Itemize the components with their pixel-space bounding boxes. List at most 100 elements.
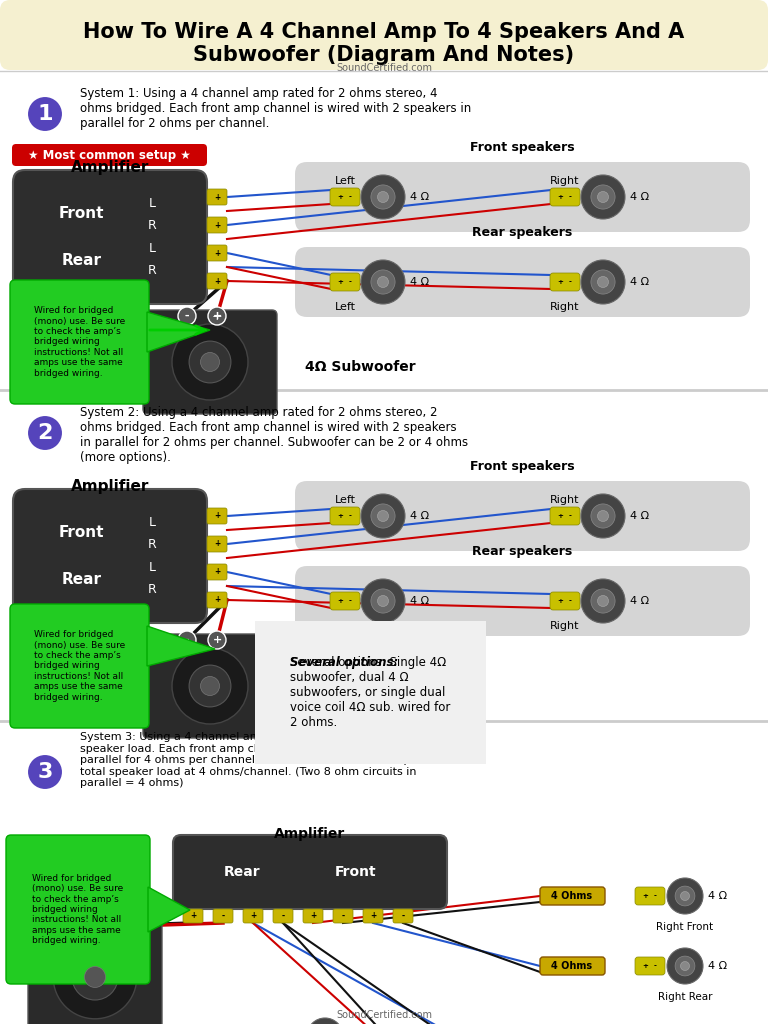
Circle shape [680, 892, 690, 900]
Text: Rear: Rear [61, 571, 101, 587]
Circle shape [371, 185, 395, 209]
Circle shape [581, 175, 625, 219]
Circle shape [84, 967, 105, 987]
Text: 4Ω Subwoofer: 4Ω Subwoofer [305, 360, 415, 374]
FancyBboxPatch shape [0, 722, 768, 1024]
Circle shape [591, 185, 615, 209]
Text: R: R [147, 219, 156, 232]
FancyBboxPatch shape [13, 489, 207, 623]
Circle shape [361, 260, 405, 304]
Text: Left: Left [335, 621, 356, 631]
Text: System 1: Using a 4 channel amp rated for 2 ohms stereo, 4
ohms bridged. Each fr: System 1: Using a 4 channel amp rated fo… [80, 87, 472, 130]
Text: +: + [214, 193, 220, 202]
Circle shape [581, 494, 625, 538]
Text: -: - [342, 911, 345, 921]
Text: +: + [214, 596, 220, 604]
Circle shape [27, 96, 63, 132]
Circle shape [200, 352, 220, 372]
Text: +: + [214, 540, 220, 549]
Text: 4 Ω: 4 Ω [630, 278, 649, 287]
FancyBboxPatch shape [207, 508, 227, 524]
Text: 4 Ω: 4 Ω [410, 278, 429, 287]
Circle shape [378, 511, 389, 521]
FancyBboxPatch shape [295, 162, 750, 232]
Text: +: + [250, 911, 256, 921]
FancyBboxPatch shape [303, 909, 323, 923]
Text: -: - [568, 513, 571, 519]
Text: +: + [557, 279, 563, 285]
Text: Front: Front [335, 865, 377, 879]
Circle shape [598, 511, 608, 521]
Circle shape [591, 504, 615, 528]
Text: +: + [337, 279, 343, 285]
FancyBboxPatch shape [143, 310, 277, 414]
Circle shape [591, 589, 615, 613]
Text: +: + [212, 309, 222, 323]
FancyBboxPatch shape [393, 909, 413, 923]
Text: 4 Ohms: 4 Ohms [551, 961, 593, 971]
Polygon shape [147, 626, 215, 666]
FancyBboxPatch shape [207, 245, 227, 261]
Text: 4 Ω: 4 Ω [630, 511, 649, 521]
Text: -: - [568, 279, 571, 285]
Text: -: - [68, 922, 72, 932]
Text: 3: 3 [38, 762, 53, 782]
Circle shape [361, 579, 405, 623]
Text: -: - [349, 279, 352, 285]
Text: R: R [147, 583, 156, 596]
Circle shape [667, 948, 703, 984]
Circle shape [675, 956, 695, 976]
Text: Right Front: Right Front [657, 922, 713, 932]
Text: -: - [349, 194, 352, 200]
Text: Amplifier: Amplifier [274, 827, 346, 841]
Circle shape [378, 596, 389, 606]
FancyBboxPatch shape [330, 592, 360, 610]
Circle shape [378, 191, 389, 203]
FancyBboxPatch shape [550, 592, 580, 610]
Text: +: + [214, 276, 220, 286]
Circle shape [371, 589, 395, 613]
Text: +: + [214, 249, 220, 257]
Text: 4 Ω: 4 Ω [630, 193, 649, 202]
Text: R: R [147, 263, 156, 276]
Text: -: - [184, 635, 190, 645]
Text: 4 Ω: 4 Ω [708, 891, 727, 901]
FancyBboxPatch shape [550, 273, 580, 291]
Text: +: + [213, 311, 222, 321]
Text: 4 Ω: 4 Ω [410, 511, 429, 521]
Text: L: L [148, 516, 155, 529]
Circle shape [61, 918, 79, 936]
FancyBboxPatch shape [0, 391, 768, 721]
Circle shape [598, 596, 608, 606]
Text: L: L [148, 242, 155, 255]
Text: +: + [310, 911, 316, 921]
Text: -: - [185, 309, 189, 323]
Text: Rear speakers: Rear speakers [472, 545, 573, 558]
Text: +: + [213, 635, 222, 645]
Text: Front speakers: Front speakers [470, 460, 574, 473]
FancyBboxPatch shape [143, 634, 277, 738]
Text: 4 Ohms: 4 Ohms [551, 891, 593, 901]
Text: -: - [654, 893, 657, 899]
Text: -: - [281, 911, 285, 921]
FancyBboxPatch shape [330, 188, 360, 206]
Circle shape [675, 886, 695, 906]
Circle shape [27, 754, 63, 790]
Text: +: + [214, 567, 220, 577]
FancyBboxPatch shape [330, 507, 360, 525]
Text: Rear: Rear [224, 865, 261, 879]
Text: Amplifier: Amplifier [71, 479, 149, 494]
FancyBboxPatch shape [550, 188, 580, 206]
FancyBboxPatch shape [207, 592, 227, 608]
FancyBboxPatch shape [295, 481, 750, 551]
Text: Right: Right [550, 302, 580, 312]
Circle shape [208, 307, 226, 325]
Circle shape [371, 504, 395, 528]
Text: +: + [337, 194, 343, 200]
Text: +: + [370, 911, 376, 921]
Circle shape [200, 677, 220, 695]
FancyBboxPatch shape [213, 909, 233, 923]
Text: SoundCertified.com: SoundCertified.com [336, 63, 432, 73]
FancyArrowPatch shape [150, 326, 204, 334]
Text: +: + [557, 513, 563, 519]
